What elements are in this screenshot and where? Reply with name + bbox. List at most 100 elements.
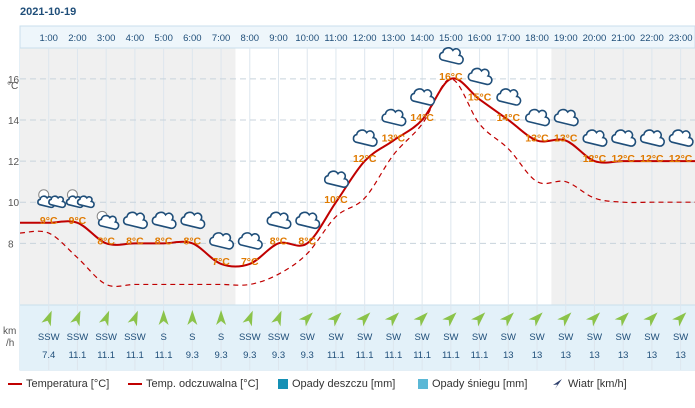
cloud-icon bbox=[438, 47, 464, 65]
wind-direction-label: SW bbox=[328, 332, 343, 343]
cloud-shape bbox=[582, 129, 608, 147]
cloud-shape bbox=[467, 67, 493, 86]
hour-tick-label: 14:00 bbox=[410, 33, 434, 44]
wind-speed-label: 13 bbox=[618, 350, 629, 361]
cloud-shape bbox=[323, 170, 350, 188]
legend-wind[interactable]: Wiatr [km/h] bbox=[552, 378, 627, 390]
cloud-shape bbox=[639, 129, 665, 147]
wind-arrow-shape bbox=[70, 310, 81, 327]
wind-direction-label: SSW bbox=[239, 332, 261, 343]
wind-arrow-shape bbox=[471, 312, 486, 327]
cloud-icon bbox=[295, 211, 321, 230]
wind-direction-label: S bbox=[160, 332, 166, 343]
wind-arrow-icon bbox=[98, 310, 110, 327]
wind-arrow-icon bbox=[499, 312, 514, 327]
wind-arrow-shape bbox=[158, 310, 169, 325]
cloud-shape bbox=[438, 47, 464, 65]
hour-tick-label: 12:00 bbox=[353, 33, 377, 44]
wind-speed-label: 9.3 bbox=[272, 350, 285, 361]
wind-arrow-shape bbox=[187, 310, 198, 325]
hour-tick-label: 8:00 bbox=[241, 33, 260, 44]
wind-speed-label: 11.1 bbox=[327, 350, 345, 361]
forecast-date: 2021-10-19 bbox=[20, 6, 77, 18]
wind-arrow-shape bbox=[499, 312, 514, 327]
legend-feels-like[interactable]: Temp. odczuwalna [°C] bbox=[128, 378, 259, 390]
wind-speed-label: 11.1 bbox=[356, 350, 374, 361]
wind-arrow-shape bbox=[384, 312, 400, 327]
wind-unit-km: km bbox=[3, 326, 16, 337]
wind-arrow-shape bbox=[442, 312, 457, 327]
cloud-shape bbox=[237, 232, 263, 250]
cloud-shape bbox=[381, 108, 407, 127]
temperature-data-label: 14°C bbox=[497, 112, 521, 124]
temperature-data-label: 13°C bbox=[382, 133, 406, 145]
legend-temperature[interactable]: Temperatura [°C] bbox=[8, 378, 109, 390]
night-partly-cloudy-icon bbox=[37, 189, 67, 209]
wind-direction-label: SSW bbox=[95, 332, 117, 343]
hour-tick-label: 4:00 bbox=[126, 33, 145, 44]
wind-speed-label: 9.3 bbox=[214, 350, 227, 361]
wind-arrow-shape bbox=[41, 310, 52, 327]
hour-tick-label: 3:00 bbox=[97, 33, 116, 44]
wind-speed-label: 13 bbox=[589, 350, 600, 361]
wind-speed-label: 9.3 bbox=[301, 350, 314, 361]
cloud-shape bbox=[611, 129, 637, 147]
hour-tick-label: 6:00 bbox=[183, 33, 202, 44]
legend-rain[interactable]: Opady deszczu [mm] bbox=[278, 378, 395, 390]
cloud-shape bbox=[180, 211, 206, 230]
wind-arrow-shape bbox=[643, 312, 658, 327]
cloud-icon bbox=[381, 108, 407, 127]
temperature-data-label: 10°C bbox=[324, 194, 348, 206]
wind-arrow-icon bbox=[614, 312, 629, 327]
wind-arrow-shape bbox=[557, 312, 572, 327]
cloud-shape bbox=[496, 88, 522, 106]
temperature-data-label: 12°C bbox=[583, 153, 607, 165]
wind-arrow-shape bbox=[585, 312, 601, 327]
wind-arrow-shape bbox=[216, 310, 227, 325]
y-tick-label: 14 bbox=[8, 116, 20, 127]
weather-chart: 1:00 2:00 3:00 4:00 5:00 6:00 7:00 8:00 9:00 10:0… bbox=[3, 25, 695, 371]
temperature-data-label: 12°C bbox=[353, 153, 377, 165]
temperature-data-label: 9°C bbox=[69, 215, 87, 227]
hour-tick-label: 21:00 bbox=[611, 33, 635, 44]
wind-direction-label: SW bbox=[501, 332, 516, 343]
wind-arrow-icon bbox=[127, 310, 138, 327]
cloud-shape bbox=[553, 108, 579, 127]
temperature-data-label: 8°C bbox=[97, 235, 115, 247]
wind-direction-label: SW bbox=[587, 332, 602, 343]
wind-direction-label: SW bbox=[357, 332, 372, 343]
wind-speed-label: 11.1 bbox=[471, 350, 489, 361]
wind-direction-label: SW bbox=[443, 332, 458, 343]
temperature-data-label: 8°C bbox=[155, 235, 173, 247]
wind-arrow-shape bbox=[271, 310, 282, 327]
cloud-icon bbox=[410, 88, 436, 106]
legend-snow[interactable]: Opady śniegu [mm] bbox=[418, 378, 527, 390]
cloud-shape bbox=[668, 129, 694, 147]
y-tick-label: 12 bbox=[8, 157, 20, 168]
wind-speed-label: 11.1 bbox=[155, 350, 173, 361]
wind-arrow-shape bbox=[98, 310, 110, 327]
hour-tick-label: 13:00 bbox=[382, 33, 406, 44]
wind-direction-label: SW bbox=[558, 332, 573, 343]
hour-tick-label: 19:00 bbox=[554, 33, 578, 44]
wind-arrow-icon bbox=[298, 312, 313, 327]
cloud-icon bbox=[582, 129, 608, 147]
wind-arrow-shape bbox=[672, 312, 687, 327]
wind-arrow-icon bbox=[271, 310, 282, 327]
cloud-icon bbox=[496, 88, 522, 106]
wind-arrow-icon bbox=[643, 312, 658, 327]
wind-speed-label: 13 bbox=[647, 350, 658, 361]
night-cloudy-icon bbox=[96, 210, 120, 230]
wind-arrow-icon bbox=[585, 312, 601, 327]
wind-direction-label: S bbox=[218, 332, 224, 343]
cloud-shape bbox=[352, 129, 378, 147]
wind-arrow-shape bbox=[298, 312, 313, 327]
temperature-data-label: 7°C bbox=[241, 256, 259, 268]
y-tick-label: 10 bbox=[8, 198, 20, 209]
wind-arrow-icon bbox=[327, 312, 342, 327]
wind-arrow-icon bbox=[553, 379, 562, 390]
wind-speed-label: 11.1 bbox=[97, 350, 115, 361]
temperature-data-label: 13°C bbox=[554, 133, 578, 145]
wind-direction-label: SW bbox=[616, 332, 631, 343]
temperature-data-label: 15°C bbox=[468, 91, 492, 103]
